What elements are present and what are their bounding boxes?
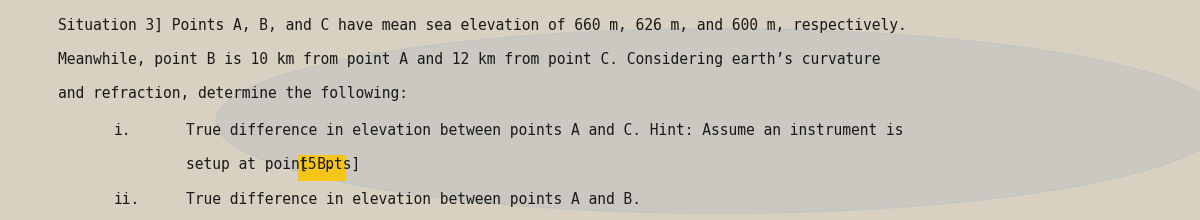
Text: and refraction, determine the following:: and refraction, determine the following: — [58, 86, 408, 101]
Text: setup at point B.: setup at point B. — [186, 158, 335, 172]
FancyBboxPatch shape — [298, 155, 346, 181]
Text: True difference in elevation between points A and C. Hint: Assume an instrument : True difference in elevation between poi… — [186, 123, 904, 138]
Text: [5 pts]: [5 pts] — [300, 158, 361, 172]
Text: i.: i. — [114, 123, 132, 138]
Text: True difference in elevation between points A and B.: True difference in elevation between poi… — [186, 191, 641, 207]
Text: ii.: ii. — [114, 191, 140, 207]
Text: Situation 3] Points A, B, and C have mean sea elevation of 660 m, 626 m, and 600: Situation 3] Points A, B, and C have mea… — [58, 18, 906, 33]
Text: Meanwhile, point B is 10 km from point A and 12 km from point C. Considering ear: Meanwhile, point B is 10 km from point A… — [58, 52, 880, 67]
Circle shape — [216, 29, 1200, 213]
